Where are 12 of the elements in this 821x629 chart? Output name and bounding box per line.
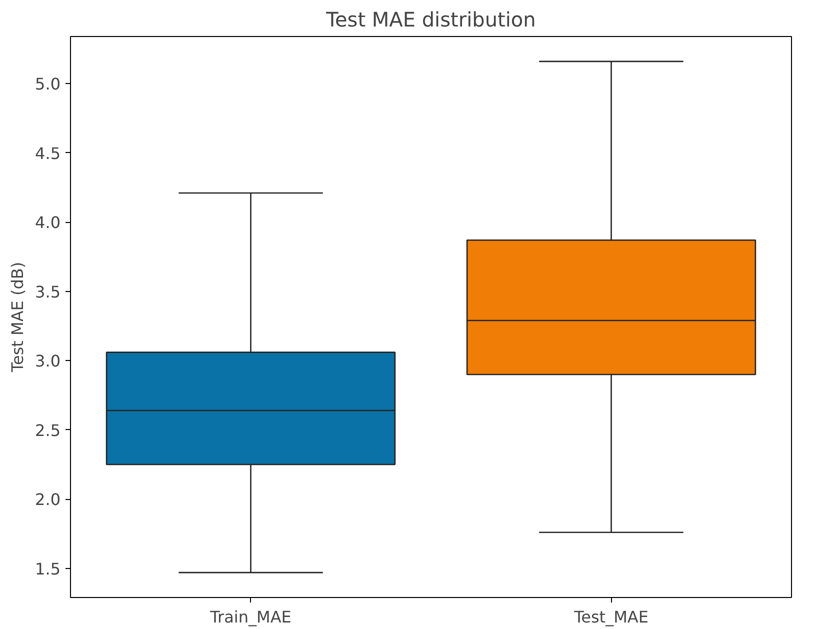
y-tick-label: 2.5	[35, 420, 61, 440]
y-tick-label: 2.0	[35, 490, 61, 510]
x-tick-label: Train_MAE	[209, 608, 292, 626]
y-tick-label: 3.5	[35, 282, 61, 302]
y-tick-label: 3.0	[35, 352, 61, 371]
chart-title: Test MAE distribution	[325, 8, 536, 32]
y-tick-label: 1.5	[35, 559, 61, 578]
y-tick-label: 4.0	[35, 213, 61, 232]
x-tick-label: Test_MAE	[573, 608, 648, 626]
y-axis-title: Test MAE (dB)	[8, 262, 28, 374]
y-tick-label: 5.0	[35, 74, 61, 94]
y-tick-label: 4.5	[35, 144, 61, 163]
